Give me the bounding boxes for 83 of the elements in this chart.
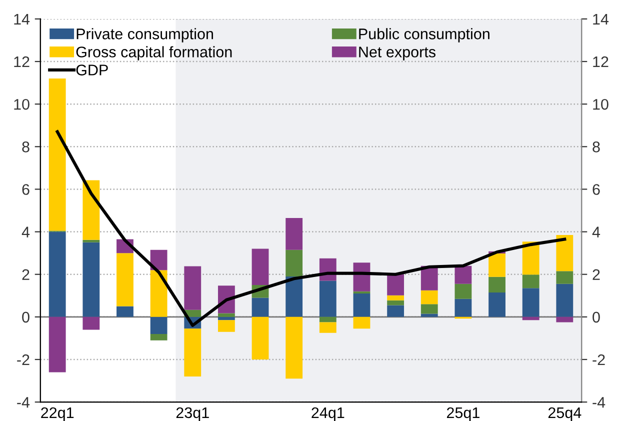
bar [218, 320, 235, 332]
bar [184, 266, 202, 310]
bar [387, 300, 404, 306]
x-tick-label: 25q4 [548, 407, 582, 421]
bar [82, 180, 100, 240]
bar [454, 266, 472, 284]
bar [286, 250, 303, 276]
legend-label: Net exports [359, 46, 436, 60]
bar [150, 270, 168, 317]
bar [48, 232, 66, 317]
legend-label: GDP [76, 64, 108, 76]
bar [488, 253, 506, 277]
y-tick-label: 8 [22, 142, 30, 152]
bar [116, 253, 134, 306]
x-tick-label: 22q1 [41, 407, 74, 421]
legend-label: Public consumption [359, 28, 490, 42]
y-tick-label: -4 [17, 397, 30, 408]
legend-label: Gross capital formation [76, 46, 232, 60]
bar [252, 248, 269, 285]
bar [218, 313, 235, 317]
bar [556, 234, 574, 272]
bar [420, 304, 438, 314]
bar [454, 284, 472, 299]
y-tick-label: -2 [17, 354, 30, 366]
bar [48, 78, 66, 231]
bar [286, 218, 303, 250]
bar [353, 291, 370, 294]
y2-tick-label: -2 [592, 354, 605, 366]
bar [488, 292, 506, 317]
y2-tick-label: 6 [592, 184, 600, 195]
bar [353, 316, 370, 329]
bar [252, 298, 269, 317]
bar [319, 280, 336, 317]
y2-tick-label: 8 [592, 142, 600, 152]
bar [116, 306, 134, 317]
y-tick-label: 14 [14, 14, 30, 24]
bar [522, 242, 540, 275]
x-tick-label: 24q1 [312, 407, 344, 421]
y-tick-label: 2 [22, 269, 30, 280]
bar [522, 316, 540, 320]
bar [82, 316, 100, 330]
bar [82, 240, 100, 242]
bar [522, 288, 540, 317]
y-tick-label: 6 [22, 184, 30, 195]
bar [184, 328, 202, 377]
bar [82, 242, 100, 317]
y-tick-label: 12 [14, 56, 30, 68]
bar [252, 316, 269, 360]
bar [488, 276, 506, 292]
line-series [56, 130, 566, 327]
bar [286, 276, 303, 317]
bar [48, 316, 66, 372]
bar [353, 294, 370, 317]
y-tick-label: 0 [22, 312, 30, 323]
y2-tick-label: -4 [592, 397, 606, 408]
bar [420, 290, 438, 304]
y2-tick-label: 0 [592, 312, 600, 323]
x-tick-label: 25q1 [446, 407, 480, 421]
y2-tick-label: 4 [592, 226, 600, 238]
bar [420, 314, 438, 317]
y2-tick-label: 2 [592, 269, 600, 280]
bar [556, 316, 574, 322]
bar [454, 298, 472, 317]
bar [150, 250, 168, 270]
bar [319, 316, 336, 322]
bar [319, 322, 336, 333]
y2-tick-label: 12 [593, 56, 608, 68]
bar [522, 274, 540, 288]
x-tick-label: 23q1 [176, 407, 209, 421]
bar [218, 316, 235, 320]
bar [150, 334, 168, 340]
y-tick-label: 4 [22, 226, 30, 238]
bar [387, 305, 404, 317]
bar [556, 284, 574, 317]
bar [150, 316, 168, 334]
y2-tick-label: 10 [593, 98, 608, 110]
y-tick-label: 10 [14, 98, 30, 110]
legend-label: Private consumption [76, 28, 213, 42]
bar [286, 316, 303, 379]
y2-tick-label: 14 [593, 14, 609, 24]
bar [387, 274, 404, 296]
bar [556, 271, 574, 284]
bar [387, 295, 404, 300]
